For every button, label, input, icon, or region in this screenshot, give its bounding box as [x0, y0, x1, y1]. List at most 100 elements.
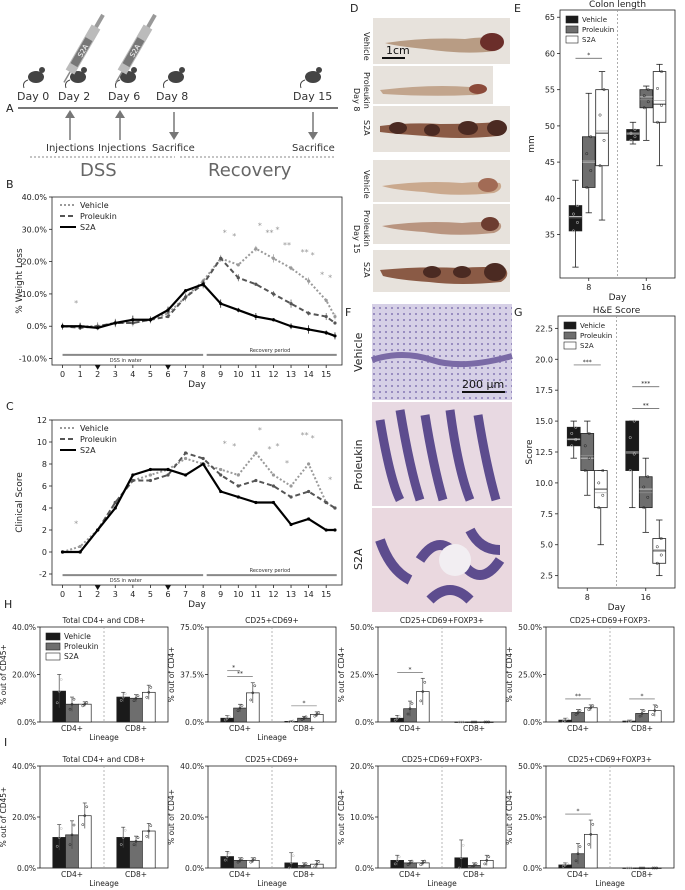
- day-label-8: Day 8: [156, 90, 188, 103]
- series-line-s2a: [62, 282, 336, 337]
- x-tick-label: 16: [641, 283, 651, 292]
- data-point: [254, 500, 258, 505]
- chart-title: Total CD4+ and CD8+: [62, 755, 146, 764]
- x-tick-label: 10: [233, 370, 243, 379]
- data-point: [254, 451, 258, 455]
- data-point: [236, 860, 240, 864]
- legend-label-proleukin: Proleukin: [64, 642, 99, 651]
- data-point: [591, 704, 595, 708]
- y-tick-label: 37.5%: [180, 671, 204, 680]
- data-point: [131, 473, 135, 477]
- box-point: [646, 100, 650, 104]
- data-point: [183, 451, 188, 455]
- legend-label-vehicle: Vehicle: [80, 424, 109, 433]
- data-point: [324, 331, 328, 335]
- box-point: [597, 481, 601, 485]
- significance-label: ***: [583, 359, 592, 366]
- series-line-proleukin: [62, 256, 336, 329]
- data-point: [461, 720, 465, 724]
- data-point: [307, 327, 311, 332]
- data-point: [589, 832, 593, 836]
- significance-label: *: [409, 666, 412, 673]
- box-vehicle-day16: [626, 129, 640, 141]
- y-tick-label: 10: [37, 438, 47, 447]
- box-point: [601, 469, 605, 472]
- data-point: [147, 829, 151, 833]
- significance-marker: *: [328, 476, 332, 485]
- x-tick-label: 13: [286, 590, 296, 599]
- panel-label-g: G: [514, 306, 523, 319]
- data-point: [149, 824, 153, 828]
- x-tick-label: CD8+: [293, 724, 315, 733]
- chart-title: Total CD4+ and CD8+: [62, 616, 146, 625]
- data-point: [289, 266, 293, 270]
- data-point: [253, 684, 257, 688]
- data-point: [289, 861, 293, 865]
- data-point: [410, 859, 414, 863]
- data-point: [642, 709, 646, 713]
- y-tick-label: 60: [545, 49, 555, 58]
- series-line-s2a: [62, 462, 335, 554]
- box-point: [583, 469, 587, 472]
- box-point: [587, 432, 591, 435]
- data-point: [271, 318, 276, 322]
- y-tick-label: 4: [42, 504, 47, 513]
- data-point: [419, 699, 423, 703]
- data-point: [83, 702, 87, 706]
- data-point: [307, 462, 311, 466]
- data-point: [254, 282, 258, 286]
- data-point: [307, 489, 311, 494]
- box-point: [589, 169, 593, 173]
- box-point: [602, 138, 606, 142]
- panel-label-f: F: [345, 306, 351, 319]
- box-point: [659, 553, 663, 557]
- data-point: [236, 484, 240, 488]
- box-point: [576, 204, 579, 208]
- box-point: [572, 229, 575, 233]
- data-point: [131, 318, 135, 322]
- data-point: [421, 861, 425, 865]
- plot-frame: [377, 765, 507, 869]
- data-point: [423, 859, 427, 863]
- box-point: [659, 537, 663, 540]
- y-axis-label: mm: [527, 135, 537, 153]
- x-tick-label: CD8+: [125, 870, 147, 879]
- x-tick-label: 3: [113, 370, 118, 379]
- data-point: [85, 805, 89, 809]
- box-point: [660, 70, 663, 74]
- data-point: [333, 321, 337, 325]
- mouse-icon-day8: [163, 67, 185, 89]
- data-point: [251, 859, 255, 862]
- box-point: [570, 432, 574, 435]
- data-point: [236, 495, 240, 499]
- x-tick-label: CD8+: [463, 870, 485, 879]
- data-point: [461, 843, 465, 847]
- data-point: [166, 467, 170, 472]
- box-point: [576, 221, 579, 224]
- chart-title: CD25+CD69+FOXP3-: [570, 616, 651, 625]
- box-proleukin-day16: [638, 476, 653, 509]
- data-point: [113, 321, 117, 325]
- data-point: [291, 719, 295, 723]
- photo-day-label-15: Day 15: [352, 225, 361, 254]
- x-tick-label: 6: [165, 590, 170, 599]
- x-tick-label: 0: [60, 370, 65, 379]
- x-tick-label: CD8+: [125, 724, 147, 733]
- y-axis-label: % out of CD4+: [505, 789, 514, 845]
- significance-marker: *: [258, 426, 262, 435]
- data-point: [483, 862, 487, 866]
- legend-swatch: [563, 331, 577, 340]
- y-tick-label: 10.0: [535, 479, 553, 488]
- data-point: [134, 696, 138, 700]
- y-axis-label: % out of CD4+: [505, 647, 514, 703]
- data-point: [219, 489, 223, 494]
- plot-frame: [51, 419, 343, 586]
- data-point: [145, 835, 149, 838]
- y-axis-label: Clinical Score: [15, 472, 25, 533]
- box-point: [601, 493, 605, 497]
- data-point: [300, 865, 304, 869]
- x-tick-label: CD4+: [399, 870, 421, 879]
- data-point: [72, 697, 76, 701]
- x-axis-label: Lineage: [89, 733, 119, 742]
